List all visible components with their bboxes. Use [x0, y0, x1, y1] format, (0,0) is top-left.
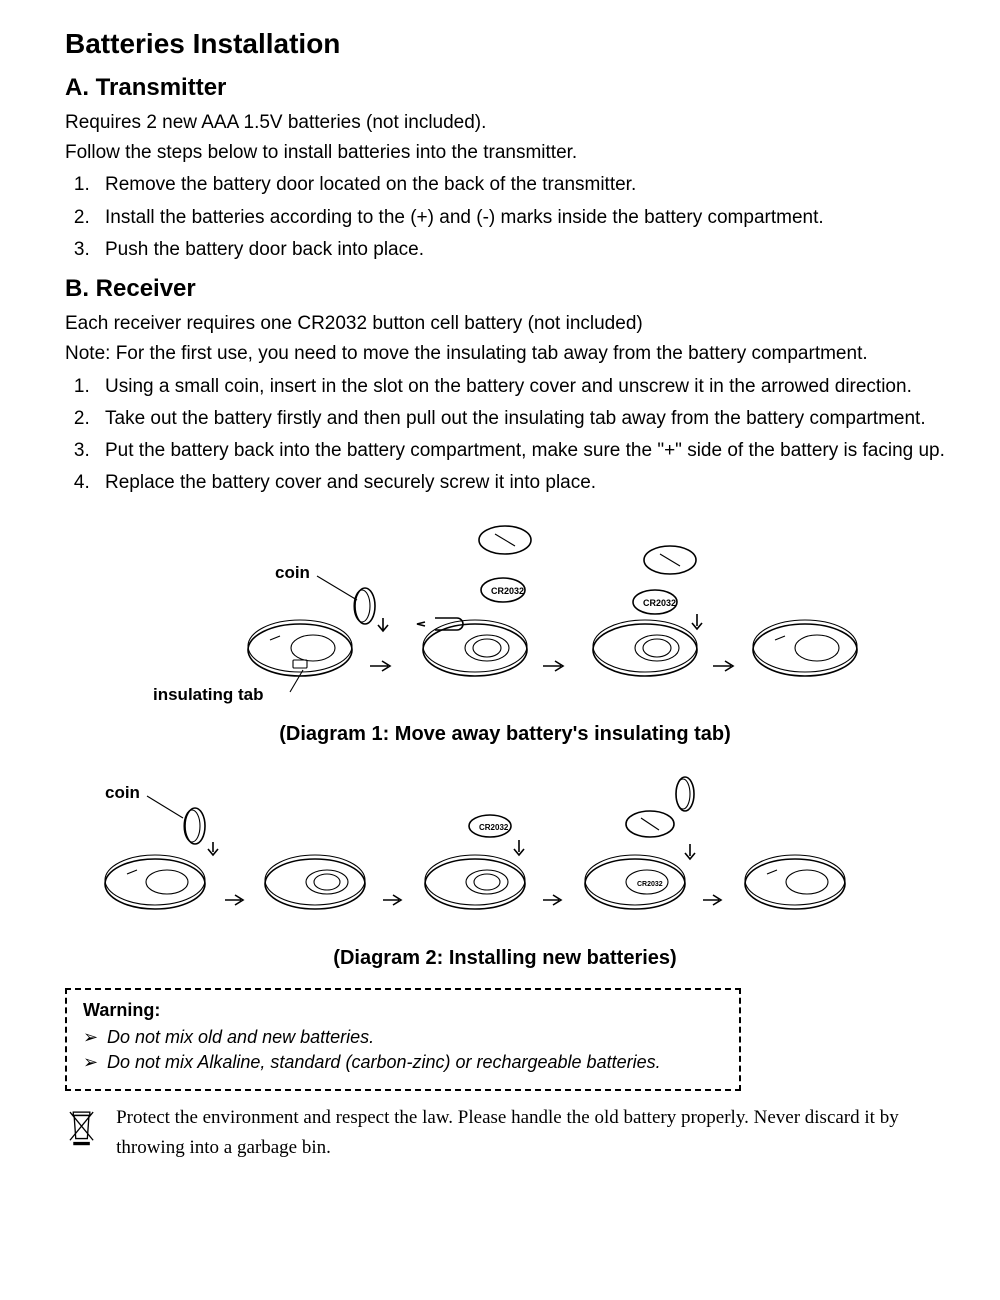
svg-text:CR2032: CR2032	[637, 881, 663, 888]
step-arrow-icon	[543, 895, 561, 905]
section-b-heading: B. Receiver	[65, 275, 945, 303]
warning-box: Warning: Do not mix old and new batterie…	[65, 988, 741, 1091]
environment-text: Protect the environment and respect the …	[116, 1103, 945, 1162]
device-step-4	[753, 620, 857, 676]
warning-title: Warning:	[83, 1000, 723, 1021]
diagram-1: coin insulating tab	[65, 510, 945, 715]
page-title: Batteries Installation	[65, 28, 945, 60]
list-item: Install the batteries according to the (…	[95, 205, 945, 231]
svg-text:CR2032: CR2032	[643, 598, 676, 608]
diagram-2: coin	[65, 764, 945, 939]
section-a-steps: Remove the battery door located on the b…	[65, 172, 945, 263]
list-item: Put the battery back into the battery co…	[95, 438, 945, 464]
section-b-steps: Using a small coin, insert in the slot o…	[65, 374, 945, 497]
coin-label-2: coin	[105, 783, 140, 802]
environment-row: Protect the environment and respect the …	[65, 1103, 945, 1162]
d2-step-4: CR2032	[585, 777, 695, 909]
device-step-1	[248, 588, 388, 676]
d2-step-3: CR2032	[425, 815, 525, 909]
coin-label: coin	[275, 563, 310, 582]
step-arrow-icon	[713, 661, 733, 671]
section-a-intro-1: Requires 2 new AAA 1.5V batteries (not i…	[65, 110, 945, 136]
section-b-intro-2: Note: For the first use, you need to mov…	[65, 341, 945, 367]
list-item: Take out the battery firstly and then pu…	[95, 406, 945, 432]
device-step-2: CR2032	[417, 526, 531, 676]
svg-text:CR2032: CR2032	[491, 586, 524, 596]
list-item: Replace the battery cover and securely s…	[95, 470, 945, 496]
insulating-tab-label: insulating tab	[153, 685, 264, 704]
d2-step-5	[745, 855, 845, 909]
d2-step-1	[105, 808, 218, 909]
svg-text:CR2032: CR2032	[479, 823, 509, 832]
diagram-2-caption: (Diagram 2: Installing new batteries)	[65, 947, 945, 970]
step-arrow-icon	[370, 661, 390, 671]
diagram-1-svg: coin insulating tab	[125, 510, 885, 710]
section-a-intro-2: Follow the steps below to install batter…	[65, 140, 945, 166]
list-item: Push the battery door back into place.	[95, 237, 945, 263]
step-arrow-icon	[543, 661, 563, 671]
list-item: Remove the battery door located on the b…	[95, 172, 945, 198]
section-a-heading: A. Transmitter	[65, 74, 945, 102]
page: Batteries Installation A. Transmitter Re…	[0, 0, 1000, 1300]
section-b-intro-1: Each receiver requires one CR2032 button…	[65, 311, 945, 337]
device-step-3: CR2032	[593, 546, 702, 676]
no-trash-bin-icon	[65, 1103, 98, 1151]
warning-item: Do not mix old and new batteries.	[83, 1027, 723, 1048]
step-arrow-icon	[703, 895, 721, 905]
diagram-1-caption: (Diagram 1: Move away battery's insulati…	[65, 723, 945, 746]
warning-item: Do not mix Alkaline, standard (carbon-zi…	[83, 1052, 723, 1073]
step-arrow-icon	[383, 895, 401, 905]
step-arrow-icon	[225, 895, 243, 905]
diagram-2-svg: coin	[75, 764, 935, 934]
d2-step-2	[265, 855, 365, 909]
list-item: Using a small coin, insert in the slot o…	[95, 374, 945, 400]
